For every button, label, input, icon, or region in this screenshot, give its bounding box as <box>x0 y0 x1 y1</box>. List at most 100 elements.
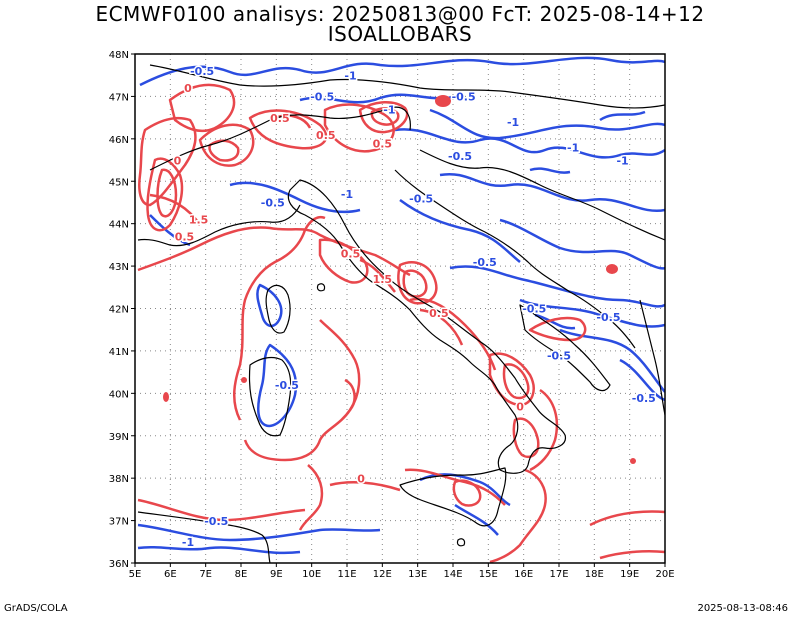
pos-contour <box>358 101 409 134</box>
lat-tick-label: 37N <box>109 517 129 528</box>
lon-tick-label: 9E <box>270 569 283 580</box>
positive-contour-label: 0 <box>174 154 182 167</box>
negative-contour-label: -0.5 <box>261 197 285 210</box>
negative-contour-label: -1 <box>341 188 353 201</box>
lon-tick-label: 19E <box>620 569 639 580</box>
negative-contour-label: -0.5 <box>522 303 546 316</box>
adriatic-east-coast <box>394 169 636 349</box>
neg-contour <box>454 503 499 536</box>
max-blob <box>163 392 169 402</box>
neg-contour <box>299 93 461 104</box>
positive-contour-label: 0 <box>357 472 365 485</box>
axis-ticks: 5E 6E 7E 8E 9E 10E 11E 12E 13E 14E 15E 16E 17E 18E 19E… <box>109 50 675 580</box>
max-blob <box>630 458 636 464</box>
pos-contour <box>528 316 587 342</box>
tunisia-coast <box>137 511 271 563</box>
contour-labels: -0.5 -1 -0.5 -1 -0.5 -1 -1 -1 -0.5 -0.5 -1 -0.5 -0.5… <box>172 64 657 551</box>
lon-tick-label: 12E <box>373 569 392 580</box>
coastlines-and-borders <box>137 64 665 563</box>
positive-contour-label: 1.5 <box>373 273 393 286</box>
lat-tick-label: 45N <box>109 177 129 188</box>
negative-contour-label: -0.5 <box>204 515 228 528</box>
positive-isoallobar-contours <box>137 83 665 563</box>
negative-contour-label: -0.5 <box>452 91 476 104</box>
negative-contour-label: -1 <box>383 103 395 116</box>
pos-contour <box>329 481 401 492</box>
negative-contour-label: -1 <box>616 154 628 167</box>
negative-contour-label: -0.5 <box>473 256 497 269</box>
negative-contour-label: -1 <box>567 142 579 155</box>
max-blob <box>241 377 247 383</box>
negative-contour-label: -0.5 <box>596 311 620 324</box>
lat-tick-label: 39N <box>109 432 129 443</box>
neg-contour <box>137 546 301 555</box>
italy-coastline <box>287 179 567 474</box>
neg-contour <box>529 167 571 174</box>
pos-contour <box>359 258 396 293</box>
neg-contour <box>139 56 665 87</box>
positive-contour-label: 0.5 <box>341 248 361 261</box>
neg-contour <box>599 110 646 122</box>
max-blob <box>606 264 618 274</box>
neg-contour <box>559 328 665 393</box>
negative-contour-label: -0.5 <box>310 91 334 104</box>
malta-island <box>456 538 466 547</box>
map-title: ECMWF0100 analisys: 20250813@00 FcT: 202… <box>95 2 705 26</box>
elba-island <box>316 283 326 292</box>
lon-tick-label: 17E <box>549 569 568 580</box>
pos-contour <box>208 139 240 162</box>
pos-contour <box>233 215 326 421</box>
pos-contour <box>452 479 482 507</box>
lon-tick-label: 8E <box>235 569 248 580</box>
alpine-border <box>149 106 411 171</box>
positive-maxima <box>163 95 636 464</box>
heel-coast <box>519 304 611 392</box>
positive-contour-label: 0.5 <box>270 112 290 125</box>
neg-contour <box>149 214 191 247</box>
pos-contour <box>248 109 328 150</box>
neg-contour <box>419 473 511 507</box>
lat-tick-label: 44N <box>109 220 129 231</box>
pos-contour <box>156 168 178 218</box>
lat-tick-label: 48N <box>109 50 129 61</box>
map-subtitle: ISOALLOBARS <box>327 22 473 46</box>
lon-tick-label: 7E <box>199 569 212 580</box>
pos-contour <box>489 468 547 563</box>
france-coast <box>137 204 301 247</box>
timestamp-label: 2025-08-13-08:46 <box>697 603 788 614</box>
pos-contour <box>589 510 665 527</box>
positive-contour-label: 0 <box>184 82 192 95</box>
negative-isoallobar-contours <box>137 56 665 555</box>
neg-contour <box>429 108 665 140</box>
pos-contour <box>137 226 411 277</box>
lon-tick-label: 11E <box>337 569 356 580</box>
pos-contour <box>397 261 438 305</box>
albania-coast <box>639 299 665 416</box>
negative-contour-label: -0.5 <box>190 65 214 78</box>
lat-tick-label: 36N <box>109 559 129 570</box>
lon-tick-label: 10E <box>302 569 321 580</box>
positive-contour-label: 0.5 <box>175 231 195 244</box>
max-blob <box>435 95 451 107</box>
neg-contour <box>257 343 298 428</box>
pos-contour <box>529 388 559 472</box>
negative-contour-label: -1 <box>182 536 194 549</box>
lat-tick-label: 47N <box>109 92 129 103</box>
pos-contour <box>323 103 395 153</box>
pos-contour <box>149 193 202 226</box>
negative-contour-label: -0.5 <box>275 379 299 392</box>
pos-contour <box>138 116 197 207</box>
lat-tick-label: 43N <box>109 262 129 273</box>
sardinia-coastline <box>248 356 292 437</box>
lon-tick-label: 18E <box>585 569 604 580</box>
negative-contour-label: -1 <box>507 116 519 129</box>
neg-contour <box>394 128 665 159</box>
pos-contour <box>146 157 184 232</box>
lon-tick-label: 6E <box>164 569 177 580</box>
credit-label: GrADS/COLA <box>4 603 68 614</box>
neg-contour <box>256 283 283 328</box>
lon-tick-label: 16E <box>514 569 533 580</box>
lat-tick-label: 46N <box>109 135 129 146</box>
pos-contour <box>168 83 236 133</box>
northern-border <box>149 64 665 109</box>
